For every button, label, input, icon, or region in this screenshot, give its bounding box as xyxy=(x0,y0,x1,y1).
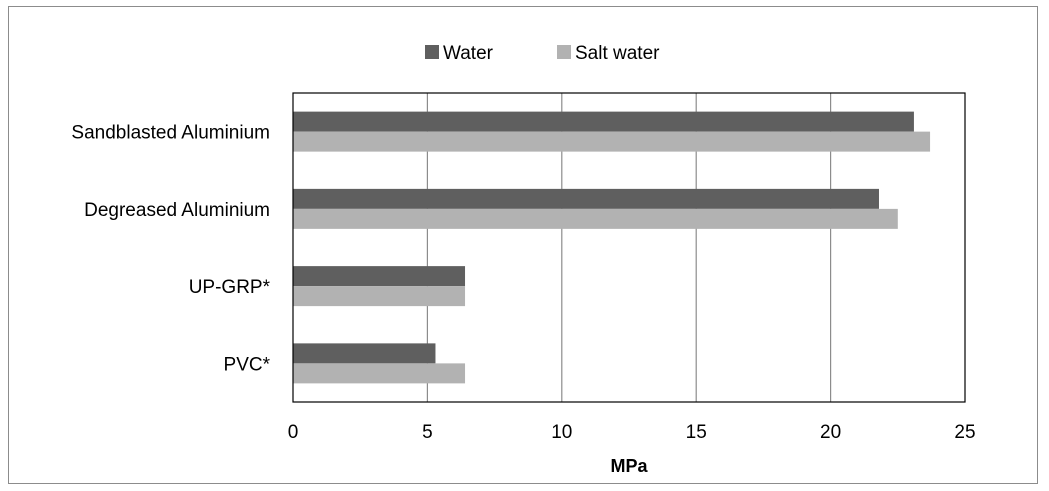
bar-salt-water xyxy=(293,363,466,384)
x-tick-label: 15 xyxy=(686,422,707,443)
bar-salt-water xyxy=(293,286,466,307)
category-labels: Sandblasted Aluminium Degreased Aluminium… xyxy=(71,123,270,376)
legend: Water Salt water xyxy=(425,43,660,64)
bar-salt-water xyxy=(293,131,931,152)
bars xyxy=(293,111,931,384)
x-tick-label: 20 xyxy=(820,422,841,443)
bar-salt-water xyxy=(293,208,898,229)
chart-frame xyxy=(8,6,1038,484)
x-tick-label: 25 xyxy=(954,422,975,443)
x-axis-ticks: 0 5 10 15 20 25 xyxy=(288,422,976,443)
plot-area-border xyxy=(292,92,966,403)
category-label: Sandblasted Aluminium xyxy=(71,123,270,144)
x-tick-label: 5 xyxy=(422,422,433,443)
x-tick-label: 10 xyxy=(551,422,572,443)
bar-water xyxy=(293,111,914,132)
category-label: UP-GRP* xyxy=(189,277,271,298)
x-axis-title: MPa xyxy=(610,456,648,476)
legend-label-water: Water xyxy=(443,43,494,64)
bar-water xyxy=(293,266,466,287)
bar-water xyxy=(293,343,436,364)
legend-swatch-water xyxy=(425,45,439,59)
legend-swatch-salt-water xyxy=(557,45,571,59)
bar-water xyxy=(293,188,879,209)
category-label: PVC* xyxy=(224,354,271,375)
legend-label-salt-water: Salt water xyxy=(575,43,660,64)
category-label: Degreased Aluminium xyxy=(84,200,270,221)
x-tick-label: 0 xyxy=(288,422,299,443)
